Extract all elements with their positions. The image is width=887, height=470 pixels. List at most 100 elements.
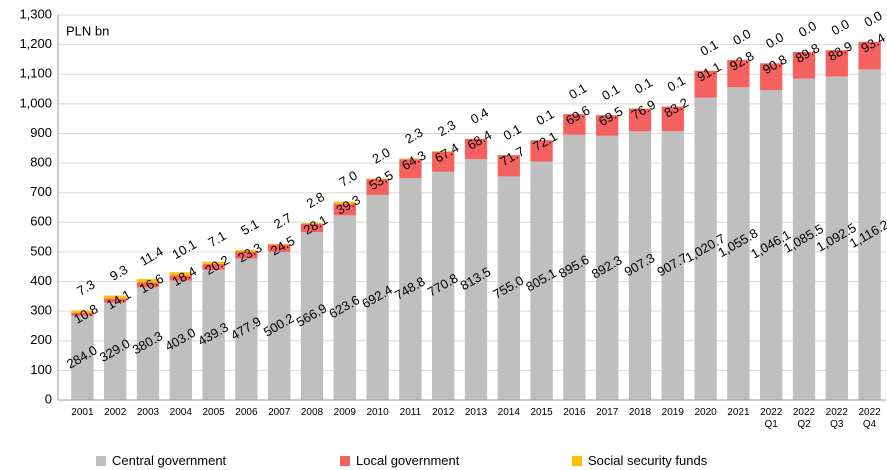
legend-label: Local government <box>356 453 460 468</box>
x-tick-label: 2016 <box>563 407 586 418</box>
bar-segment <box>694 97 717 401</box>
x-tick-label: 2008 <box>300 407 324 418</box>
x-tick-label: 2021 <box>727 407 750 418</box>
bar-segment <box>858 69 881 400</box>
annotation: PLN bn <box>66 23 109 38</box>
x-tick-label: 2013 <box>464 407 488 418</box>
bar-segment <box>464 159 488 400</box>
legend-item: Local government <box>340 453 459 468</box>
x-tick-label: 2001 <box>71 407 94 418</box>
bar-segment <box>333 203 356 216</box>
data-label: 0.1 <box>697 37 720 59</box>
legend-swatch <box>340 455 350 466</box>
legend-item: Social security funds <box>572 453 707 468</box>
x-tick-label: 2002 <box>104 407 127 418</box>
bar-segment <box>399 178 422 400</box>
data-label: 0.4 <box>468 105 491 127</box>
bar-segment <box>169 280 192 400</box>
bar-segment <box>530 161 553 400</box>
y-tick-label: 500 <box>30 243 52 258</box>
bar-segment <box>104 295 127 299</box>
y-tick-label: 300 <box>30 303 52 318</box>
bar-segment <box>202 261 225 264</box>
x-tick-label: 2017 <box>596 407 619 418</box>
bar-segment <box>235 250 258 252</box>
y-tick-label: 600 <box>30 214 52 229</box>
x-tick-label: 2009 <box>333 407 356 418</box>
bar-segment <box>432 151 455 152</box>
data-label: 2.3 <box>402 125 425 147</box>
bar-segment <box>858 41 881 70</box>
data-label: 0.0 <box>829 16 852 38</box>
data-label: 9.3 <box>107 262 130 284</box>
bar-segment <box>366 178 389 180</box>
y-tick-label: 400 <box>30 273 52 288</box>
y-tick-label: 1,300 <box>19 6 52 21</box>
bar-segment <box>235 258 258 400</box>
bar-segment <box>202 263 225 270</box>
bar-segment <box>563 134 586 400</box>
bar-segment <box>235 251 258 259</box>
bar-segment <box>432 151 455 172</box>
x-tick-label: 2004 <box>169 407 192 418</box>
bar-segment <box>268 243 291 245</box>
data-label: 5.1 <box>238 216 261 238</box>
bar-segment <box>628 131 652 400</box>
bar-segment <box>694 70 717 98</box>
data-label: 2.3 <box>435 117 458 139</box>
y-tick-label: 900 <box>30 125 52 140</box>
legend-swatch <box>96 455 106 466</box>
x-tick-label: 2007 <box>268 407 291 418</box>
data-label: 0.1 <box>566 80 589 102</box>
y-tick-label: 700 <box>30 184 52 199</box>
y-tick-label: 800 <box>30 155 52 170</box>
x-tick-label: 2022 Q1 <box>760 407 783 430</box>
x-tick-label: 2018 <box>628 407 652 418</box>
y-tick-label: 1,200 <box>19 36 52 51</box>
bar-segment <box>71 310 94 313</box>
bar-segment <box>792 51 816 79</box>
data-label: 7.1 <box>205 228 228 250</box>
bar-segment <box>136 287 160 400</box>
x-tick-label: 2019 <box>661 407 684 418</box>
x-tick-label: 2011 <box>399 407 422 418</box>
bar-segment <box>825 76 848 401</box>
bar-segment <box>727 59 750 88</box>
data-label: 0.1 <box>632 75 655 97</box>
y-tick-label: 200 <box>30 332 52 347</box>
bar-segment <box>300 223 324 233</box>
legend-label: Central government <box>112 453 227 468</box>
bar-segment <box>792 78 816 401</box>
bar-segment <box>268 251 291 400</box>
bar-segment <box>760 90 783 401</box>
x-tick-label: 2022 Q2 <box>792 407 816 430</box>
bar-segment <box>300 232 324 400</box>
x-tick-label: 2005 <box>202 407 225 418</box>
data-label: 0.0 <box>796 18 819 40</box>
bar-segment <box>497 176 520 400</box>
bar-segment <box>136 282 160 288</box>
bar-segment <box>136 279 160 283</box>
y-tick-label: 1,000 <box>19 95 52 110</box>
bar-segment <box>169 275 192 281</box>
bar-segment <box>530 140 553 162</box>
data-label: 0.0 <box>763 29 786 51</box>
bar-segment <box>71 315 94 400</box>
data-label: 7.3 <box>74 277 97 299</box>
legend-swatch <box>572 455 582 466</box>
bar-segment <box>268 244 291 252</box>
bar-segment <box>333 201 356 204</box>
bar-segment <box>71 312 94 316</box>
bar-segment <box>366 194 389 400</box>
y-tick-label: 0 <box>45 391 52 406</box>
data-label: 2.7 <box>271 210 294 232</box>
data-label: 0.1 <box>665 73 688 95</box>
bars <box>71 41 881 401</box>
x-tick-label: 2012 <box>432 407 455 418</box>
bar-segment <box>104 302 127 400</box>
bar-segment <box>661 131 684 400</box>
legend-label: Social security funds <box>588 453 708 468</box>
x-tick-label: 2010 <box>366 407 389 418</box>
bar-segment <box>760 63 783 91</box>
bar-segment <box>825 50 848 77</box>
